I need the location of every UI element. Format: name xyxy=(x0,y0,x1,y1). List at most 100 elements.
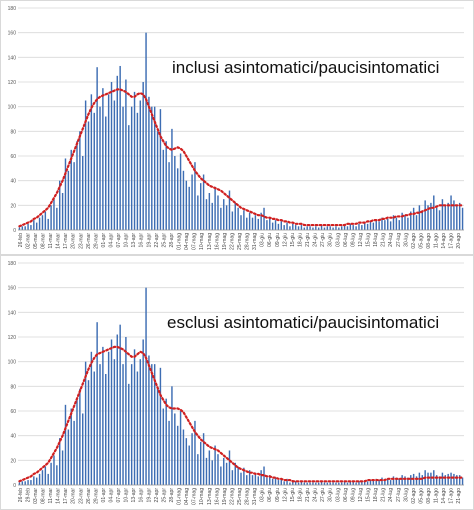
bar xyxy=(35,222,38,230)
x-tick-label: 25-mag xyxy=(237,233,243,250)
bar xyxy=(205,457,208,485)
x-tick-label: 18-giu xyxy=(297,233,303,247)
x-tick-label: 30-giu xyxy=(328,233,334,247)
x-tick-label: 30-lug xyxy=(403,488,409,502)
bar xyxy=(246,217,248,230)
bar xyxy=(231,470,234,485)
bar xyxy=(30,480,32,485)
bar xyxy=(306,482,308,485)
bar xyxy=(438,210,441,230)
bar xyxy=(248,470,251,485)
bar xyxy=(375,220,377,230)
bar xyxy=(289,226,291,230)
x-tick-label: 05-ago xyxy=(418,488,424,504)
x-tick-label: 20-mar xyxy=(71,488,77,504)
bar xyxy=(450,195,452,230)
bar xyxy=(355,226,357,230)
x-tick-label: 26-mar xyxy=(86,488,92,504)
x-tick-label: 14-ago xyxy=(441,488,447,504)
bar xyxy=(73,420,75,485)
bar xyxy=(200,441,202,485)
bar xyxy=(44,211,47,230)
x-tick-label: 24-giu xyxy=(313,233,319,247)
x-tick-label: 29-mar xyxy=(93,488,99,504)
bar xyxy=(194,420,196,485)
x-tick-label: 31-mag xyxy=(252,233,258,250)
bar xyxy=(185,438,188,485)
bar xyxy=(447,202,449,230)
bar xyxy=(21,481,24,485)
x-tick-label: 04-apr xyxy=(108,233,114,248)
bar xyxy=(202,174,205,230)
bar xyxy=(352,225,354,230)
bar xyxy=(352,481,354,485)
bar xyxy=(116,75,118,230)
bar xyxy=(269,217,271,230)
bar xyxy=(315,226,317,230)
bar xyxy=(361,225,363,230)
bar xyxy=(294,481,297,485)
bar xyxy=(41,215,44,230)
bar xyxy=(458,202,461,230)
bar xyxy=(162,408,165,485)
bar xyxy=(389,480,392,485)
bar xyxy=(300,481,303,485)
bar xyxy=(435,207,438,230)
x-tick-label: 26-feb xyxy=(18,233,24,247)
bar xyxy=(366,223,369,230)
bar xyxy=(441,472,444,485)
bar xyxy=(444,205,447,230)
bar xyxy=(266,220,268,230)
x-tick-label: 30-giu xyxy=(328,488,334,502)
bar xyxy=(225,462,228,485)
bar xyxy=(358,223,360,230)
x-tick-label: 29-feb xyxy=(25,488,31,502)
chart-panel-inclusi: 0 20 40 60 80 100 120 140 160 180 26-feb 02-mar 05-m… xyxy=(0,0,474,255)
bar xyxy=(372,480,375,485)
x-tick-label: 17-ago xyxy=(449,233,455,249)
x-tick-label: 21-lug xyxy=(381,233,387,247)
bar xyxy=(384,478,386,485)
bar xyxy=(407,477,409,485)
bar xyxy=(309,226,311,230)
chart-panel-esclusi: 0 20 40 60 80 100 120 140 160 180 26-feb 29-feb 03-m… xyxy=(0,255,474,510)
bar xyxy=(398,478,400,485)
bar xyxy=(309,482,311,485)
bar xyxy=(251,217,254,230)
bar xyxy=(84,361,87,485)
x-tick-label: 22-mag xyxy=(229,488,235,505)
bar xyxy=(182,170,185,230)
y-tick-label: 20 xyxy=(10,203,16,209)
bar xyxy=(79,131,81,230)
x-tick-label: 27-lug xyxy=(396,233,402,247)
bar xyxy=(320,481,323,485)
x-tick-label: 01-mag xyxy=(177,233,183,250)
x-tick-label: 16-mag xyxy=(214,488,220,505)
bar xyxy=(237,207,239,230)
bar xyxy=(338,482,340,485)
bar xyxy=(220,207,222,230)
bar xyxy=(323,227,326,230)
bar xyxy=(113,100,116,230)
bar xyxy=(197,454,199,485)
bar xyxy=(153,106,156,230)
x-tick-label: 13-mag xyxy=(207,488,213,505)
x-tick-label: 14-mar xyxy=(56,488,62,504)
bar xyxy=(361,481,363,485)
x-tick-label: 17-mar xyxy=(63,233,69,249)
bar xyxy=(438,476,441,485)
x-tick-label: 10-mag xyxy=(199,488,205,505)
x-tick-label: 14-mar xyxy=(56,233,62,249)
x-tick-label: 08-mar xyxy=(40,488,46,504)
y-tick-label: 100 xyxy=(8,360,17,366)
bar xyxy=(105,116,107,230)
x-tick-label: 31-mag xyxy=(252,488,258,505)
bar xyxy=(87,121,90,230)
x-tick-label: 28-mag xyxy=(245,233,251,250)
bar xyxy=(381,217,383,230)
bar xyxy=(217,195,219,230)
bar xyxy=(430,202,432,230)
bar xyxy=(139,359,142,485)
bar xyxy=(378,480,380,485)
bar xyxy=(107,351,110,485)
